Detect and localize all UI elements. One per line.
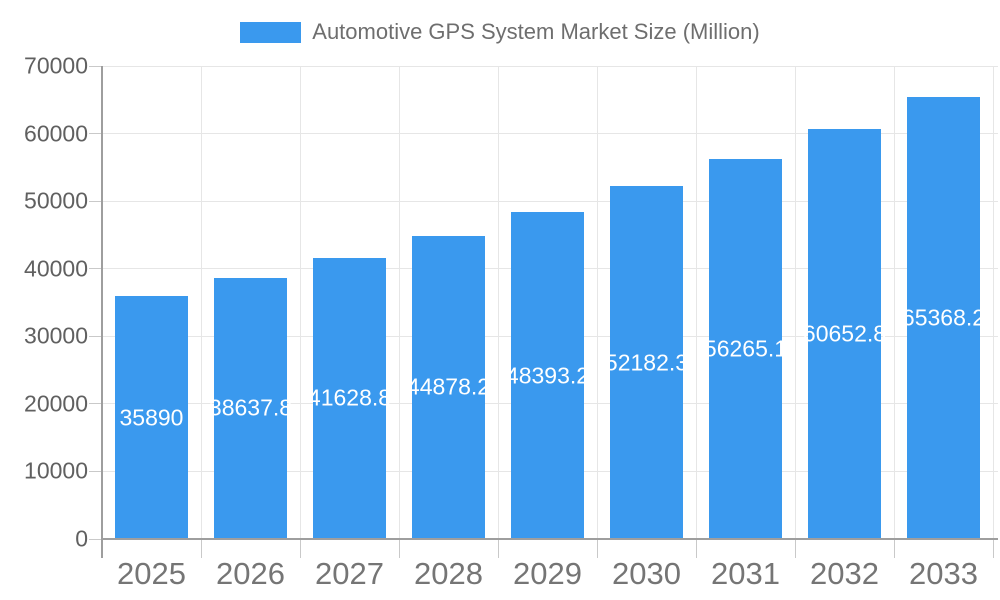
bar-value-label: 56265.1 <box>703 335 788 362</box>
x-axis-label: 2029 <box>513 556 582 591</box>
bar-value-label: 44878.2 <box>406 373 491 400</box>
x-axis-tick <box>398 540 400 558</box>
x-axis-tick <box>200 540 202 558</box>
y-axis-label: 0 <box>75 525 88 552</box>
y-axis-tick <box>89 403 102 405</box>
y-axis-label: 30000 <box>24 322 88 349</box>
x-axis-label: 2033 <box>909 556 978 591</box>
x-axis-label: 2032 <box>810 556 879 591</box>
x-axis-tick <box>497 540 499 558</box>
y-axis-tick <box>89 200 102 202</box>
y-axis-tick <box>89 268 102 270</box>
x-axis-label: 2025 <box>117 556 186 591</box>
legend-swatch-icon <box>240 21 302 43</box>
y-axis-line <box>101 66 103 558</box>
vertical-gridline <box>299 66 301 539</box>
y-axis-tick <box>89 470 102 472</box>
x-axis-tick <box>695 540 697 558</box>
horizontal-gridline <box>102 65 998 67</box>
bar-value-label: 41628.8 <box>307 384 392 411</box>
bar[interactable] <box>907 97 980 539</box>
x-axis-tick <box>794 540 796 558</box>
bar-value-label: 52182.3 <box>604 349 689 376</box>
y-axis-label: 20000 <box>24 390 88 417</box>
x-axis-label: 2031 <box>711 556 780 591</box>
x-axis-label: 2026 <box>216 556 285 591</box>
x-axis-line <box>101 538 998 540</box>
vertical-gridline <box>695 66 697 539</box>
bar-value-label: 35890 <box>119 404 184 431</box>
x-axis-tick <box>992 540 994 558</box>
bar[interactable] <box>412 235 485 539</box>
y-axis-tick <box>89 538 102 540</box>
x-axis-label: 2027 <box>315 556 384 591</box>
horizontal-gridline <box>102 133 998 135</box>
x-axis-tick <box>299 540 301 558</box>
x-axis-label: 2030 <box>612 556 681 591</box>
bar-value-label: 48393.2 <box>505 362 590 388</box>
bar[interactable] <box>511 212 584 539</box>
legend-label: Automotive GPS System Market Size (Milli… <box>312 19 760 44</box>
y-axis-tick <box>89 65 102 67</box>
x-axis-tick <box>596 540 598 558</box>
bar[interactable] <box>313 257 386 539</box>
bar[interactable] <box>709 158 782 539</box>
vertical-gridline <box>596 66 598 539</box>
bar[interactable] <box>115 296 188 539</box>
y-axis-label: 40000 <box>24 255 88 282</box>
bar-value-label: 60652.8 <box>802 320 887 347</box>
y-axis-label: 70000 <box>24 52 88 79</box>
y-axis-label: 50000 <box>24 187 88 214</box>
y-axis-tick <box>89 335 102 337</box>
vertical-gridline <box>497 66 499 539</box>
vertical-gridline <box>398 66 400 539</box>
x-axis-label: 2028 <box>414 556 483 591</box>
y-axis-label: 10000 <box>24 457 88 484</box>
bar[interactable] <box>808 129 881 539</box>
y-axis-tick <box>89 133 102 135</box>
bar-value-label: 65368.2 <box>901 304 986 331</box>
bar[interactable] <box>214 277 287 539</box>
vertical-gridline <box>893 66 895 539</box>
vertical-gridline <box>794 66 796 539</box>
bar[interactable] <box>610 186 683 539</box>
x-axis-tick <box>893 540 895 558</box>
vertical-gridline <box>992 66 994 539</box>
vertical-gridline <box>200 66 202 539</box>
horizontal-gridline <box>102 200 998 202</box>
bar-value-label: 38637.8 <box>208 394 293 421</box>
y-axis-label: 60000 <box>24 120 88 147</box>
legend[interactable]: Automotive GPS System Market Size (Milli… <box>0 17 1000 47</box>
